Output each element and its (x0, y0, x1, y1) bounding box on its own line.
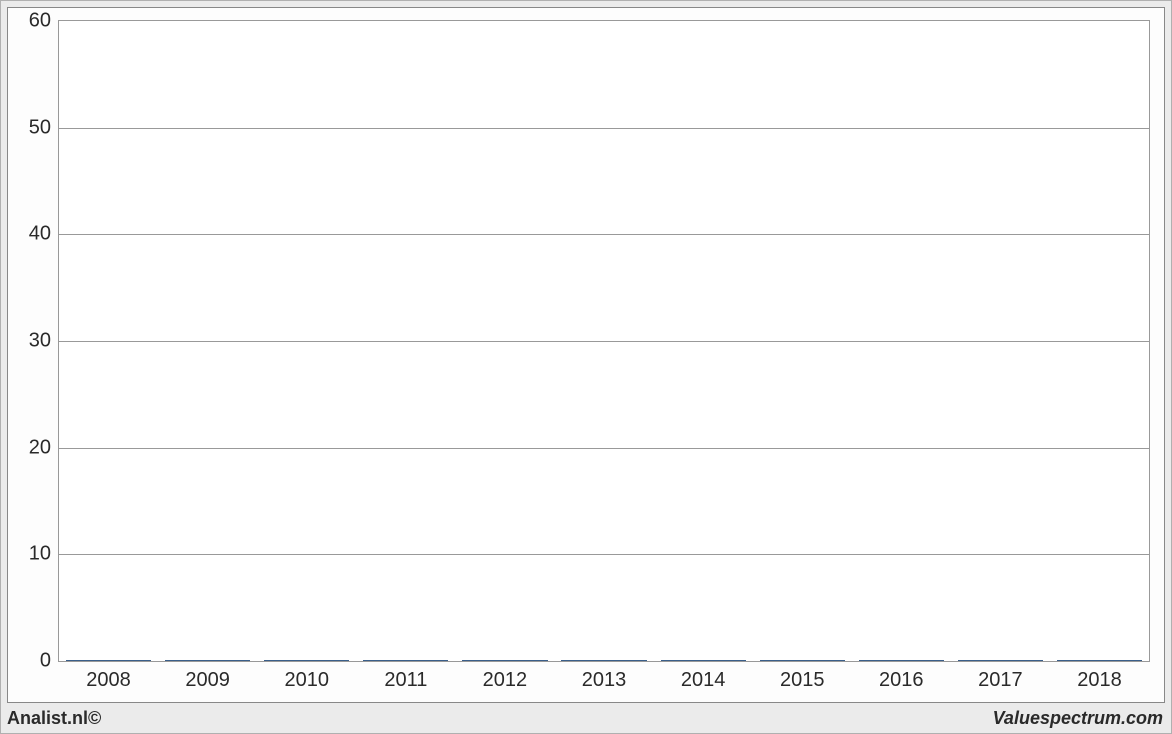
x-axis-tick-label: 2011 (384, 661, 427, 692)
x-axis-tick-label: 2010 (284, 661, 329, 692)
y-axis-tick-label: 40 (29, 223, 59, 246)
x-axis-tick-label: 2017 (978, 661, 1023, 692)
bar-slot: 2011 (356, 660, 455, 661)
gridline (59, 128, 1149, 129)
gridline (59, 448, 1149, 449)
footer-right-credit: Valuespectrum.com (993, 708, 1163, 729)
bar-slot: 2009 (158, 660, 257, 661)
y-axis-tick-label: 0 (40, 650, 59, 673)
bar-slot: 2008 (59, 660, 158, 661)
y-axis-tick-label: 60 (29, 10, 59, 33)
chart-frame: 2008200920102011201220132014201520162017… (7, 7, 1165, 703)
y-axis-tick-label: 30 (29, 330, 59, 353)
x-axis-tick-label: 2012 (483, 661, 528, 692)
bar-slot: 2013 (554, 660, 653, 661)
x-axis-tick-label: 2015 (780, 661, 825, 692)
y-axis-tick-label: 10 (29, 543, 59, 566)
x-axis-tick-label: 2018 (1077, 661, 1122, 692)
plot-area: 2008200920102011201220132014201520162017… (58, 20, 1150, 662)
x-axis-tick-label: 2009 (185, 661, 230, 692)
bar-slot: 2012 (455, 660, 554, 661)
x-axis-tick-label: 2008 (86, 661, 131, 692)
gridline (59, 341, 1149, 342)
y-axis-tick-label: 20 (29, 436, 59, 459)
bar-slot: 2015 (753, 660, 852, 661)
y-axis-tick-label: 50 (29, 116, 59, 139)
gridline (59, 234, 1149, 235)
bar-slot: 2014 (654, 660, 753, 661)
bar-slot: 2010 (257, 660, 356, 661)
x-axis-tick-label: 2013 (582, 661, 627, 692)
bar-slot: 2016 (852, 660, 951, 661)
footer-left-credit: Analist.nl© (7, 708, 101, 729)
bar-slot: 2017 (951, 660, 1050, 661)
bar-slot: 2018 (1050, 660, 1149, 661)
x-axis-tick-label: 2016 (879, 661, 924, 692)
gridline (59, 554, 1149, 555)
x-axis-tick-label: 2014 (681, 661, 726, 692)
